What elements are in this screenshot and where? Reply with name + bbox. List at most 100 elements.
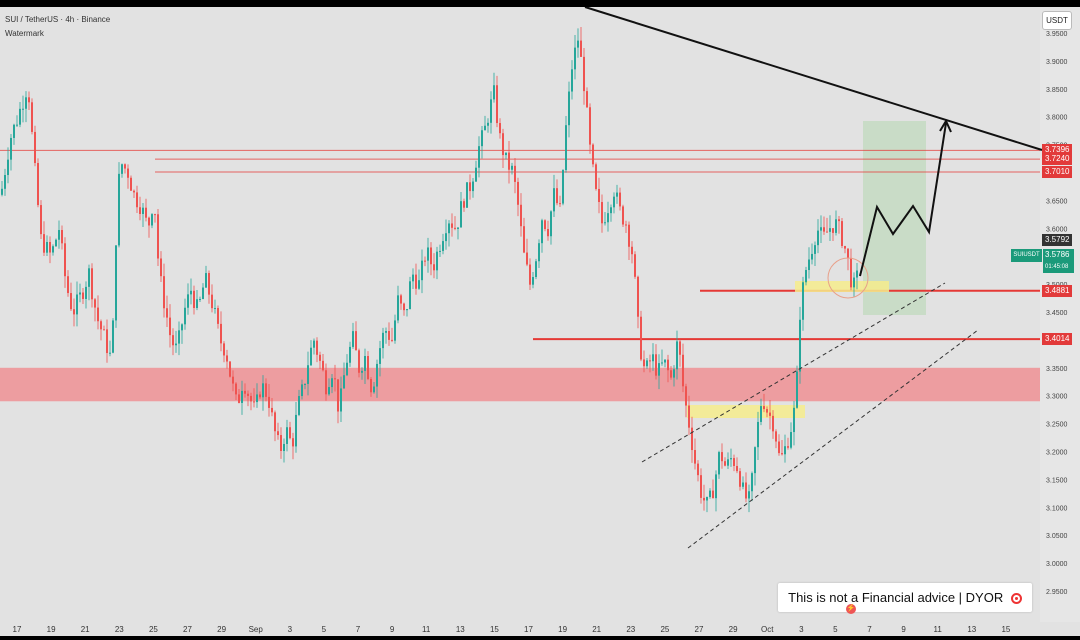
candle-body: [106, 329, 108, 354]
y-tick-label: 3.3500: [1046, 366, 1068, 373]
candle-body: [661, 362, 663, 364]
candle-body: [589, 107, 591, 145]
candle-body: [325, 370, 327, 395]
candle-body: [394, 320, 396, 341]
candle-body: [703, 497, 705, 501]
price-tag: 3.4881: [1042, 284, 1073, 297]
candle-body: [853, 277, 855, 288]
candle-body: [76, 294, 78, 315]
candle-body: [805, 270, 807, 283]
x-tick-label: 13: [456, 625, 465, 634]
candle-body: [553, 188, 555, 212]
candle-body: [283, 443, 285, 451]
candle-body: [235, 383, 237, 395]
candle-body: [409, 281, 411, 310]
candle-body: [781, 453, 783, 455]
candle-body: [517, 181, 519, 205]
x-tick-label: 27: [695, 625, 704, 634]
price-tag: 3.7010: [1042, 165, 1073, 178]
candle-body: [79, 292, 81, 295]
candle-body: [751, 473, 753, 492]
lightning-icon[interactable]: ⚡: [846, 604, 856, 614]
candle-body: [259, 394, 261, 398]
candle-body: [499, 123, 501, 134]
candle-body: [568, 91, 570, 126]
currency-button[interactable]: USDT: [1042, 11, 1072, 30]
x-tick-label: 17: [13, 625, 22, 634]
candle-body: [445, 233, 447, 242]
channel-line-lower: [687, 329, 979, 549]
candle-body: [637, 276, 639, 317]
candle-body: [340, 388, 342, 412]
candle-body: [814, 245, 816, 254]
candle-body: [388, 331, 390, 340]
x-tick-label: 7: [867, 625, 872, 634]
candle-body: [679, 341, 681, 355]
candle-body: [586, 91, 588, 108]
price-axis-background: [1040, 7, 1080, 622]
candle-body: [136, 192, 138, 208]
x-tick-label: 25: [660, 625, 669, 634]
candle-body: [184, 307, 186, 325]
candle-body: [835, 219, 837, 233]
y-tick-label: 3.4500: [1046, 310, 1068, 317]
candle-body: [592, 144, 594, 165]
live-price-value: 3.5786: [1045, 250, 1070, 259]
candle-body: [733, 458, 735, 466]
candle-body: [448, 223, 450, 234]
candle-body: [247, 393, 249, 396]
candle-body: [544, 220, 546, 230]
x-tick-label: 5: [322, 625, 327, 634]
candle-body: [739, 471, 741, 487]
support-zone: [0, 367, 1040, 402]
candle-body: [841, 221, 843, 246]
candle-body: [694, 450, 696, 464]
candle-body: [331, 378, 333, 388]
candle-body: [502, 133, 504, 156]
candle-body: [67, 276, 69, 294]
candle-body: [322, 360, 324, 371]
x-tick-label: Sep: [249, 625, 264, 634]
x-tick-label: 23: [115, 625, 124, 634]
price-tag: 3.4014: [1042, 333, 1073, 346]
candle-body: [460, 201, 462, 228]
candle-body: [148, 217, 150, 226]
candle-body: [487, 122, 489, 126]
candle-body: [292, 438, 294, 447]
candle-body: [826, 231, 828, 233]
candle-body: [763, 406, 765, 410]
candle-body: [49, 242, 51, 253]
x-tick-label: 19: [47, 625, 56, 634]
x-tick-label: 11: [422, 625, 431, 634]
candle-body: [673, 369, 675, 378]
candle-body: [709, 490, 711, 498]
candle-body: [691, 427, 693, 451]
candle-body: [754, 447, 756, 474]
candle-body: [82, 292, 84, 299]
candle-body: [664, 359, 666, 363]
y-tick-label: 3.3000: [1046, 394, 1068, 401]
candle-body: [457, 227, 459, 229]
candle-body: [697, 463, 699, 476]
candle-body: [223, 343, 225, 356]
candle-body: [121, 164, 123, 174]
candle-body: [724, 461, 726, 466]
candle-body: [820, 227, 822, 231]
candle-body: [202, 287, 204, 299]
candle-body: [286, 427, 288, 444]
candle-body: [616, 192, 618, 197]
candle-body: [700, 475, 702, 498]
candle-body: [382, 332, 384, 349]
candle-body: [199, 298, 201, 300]
candle-body: [172, 335, 174, 346]
candle-body: [415, 274, 417, 289]
candle-body: [646, 360, 648, 367]
candle-body: [580, 40, 582, 57]
candle-body: [439, 250, 441, 252]
candle-body: [196, 299, 198, 309]
candle-body: [181, 324, 183, 331]
candle-body: [154, 214, 156, 216]
candle-body: [649, 360, 651, 362]
candle-body: [16, 124, 18, 126]
